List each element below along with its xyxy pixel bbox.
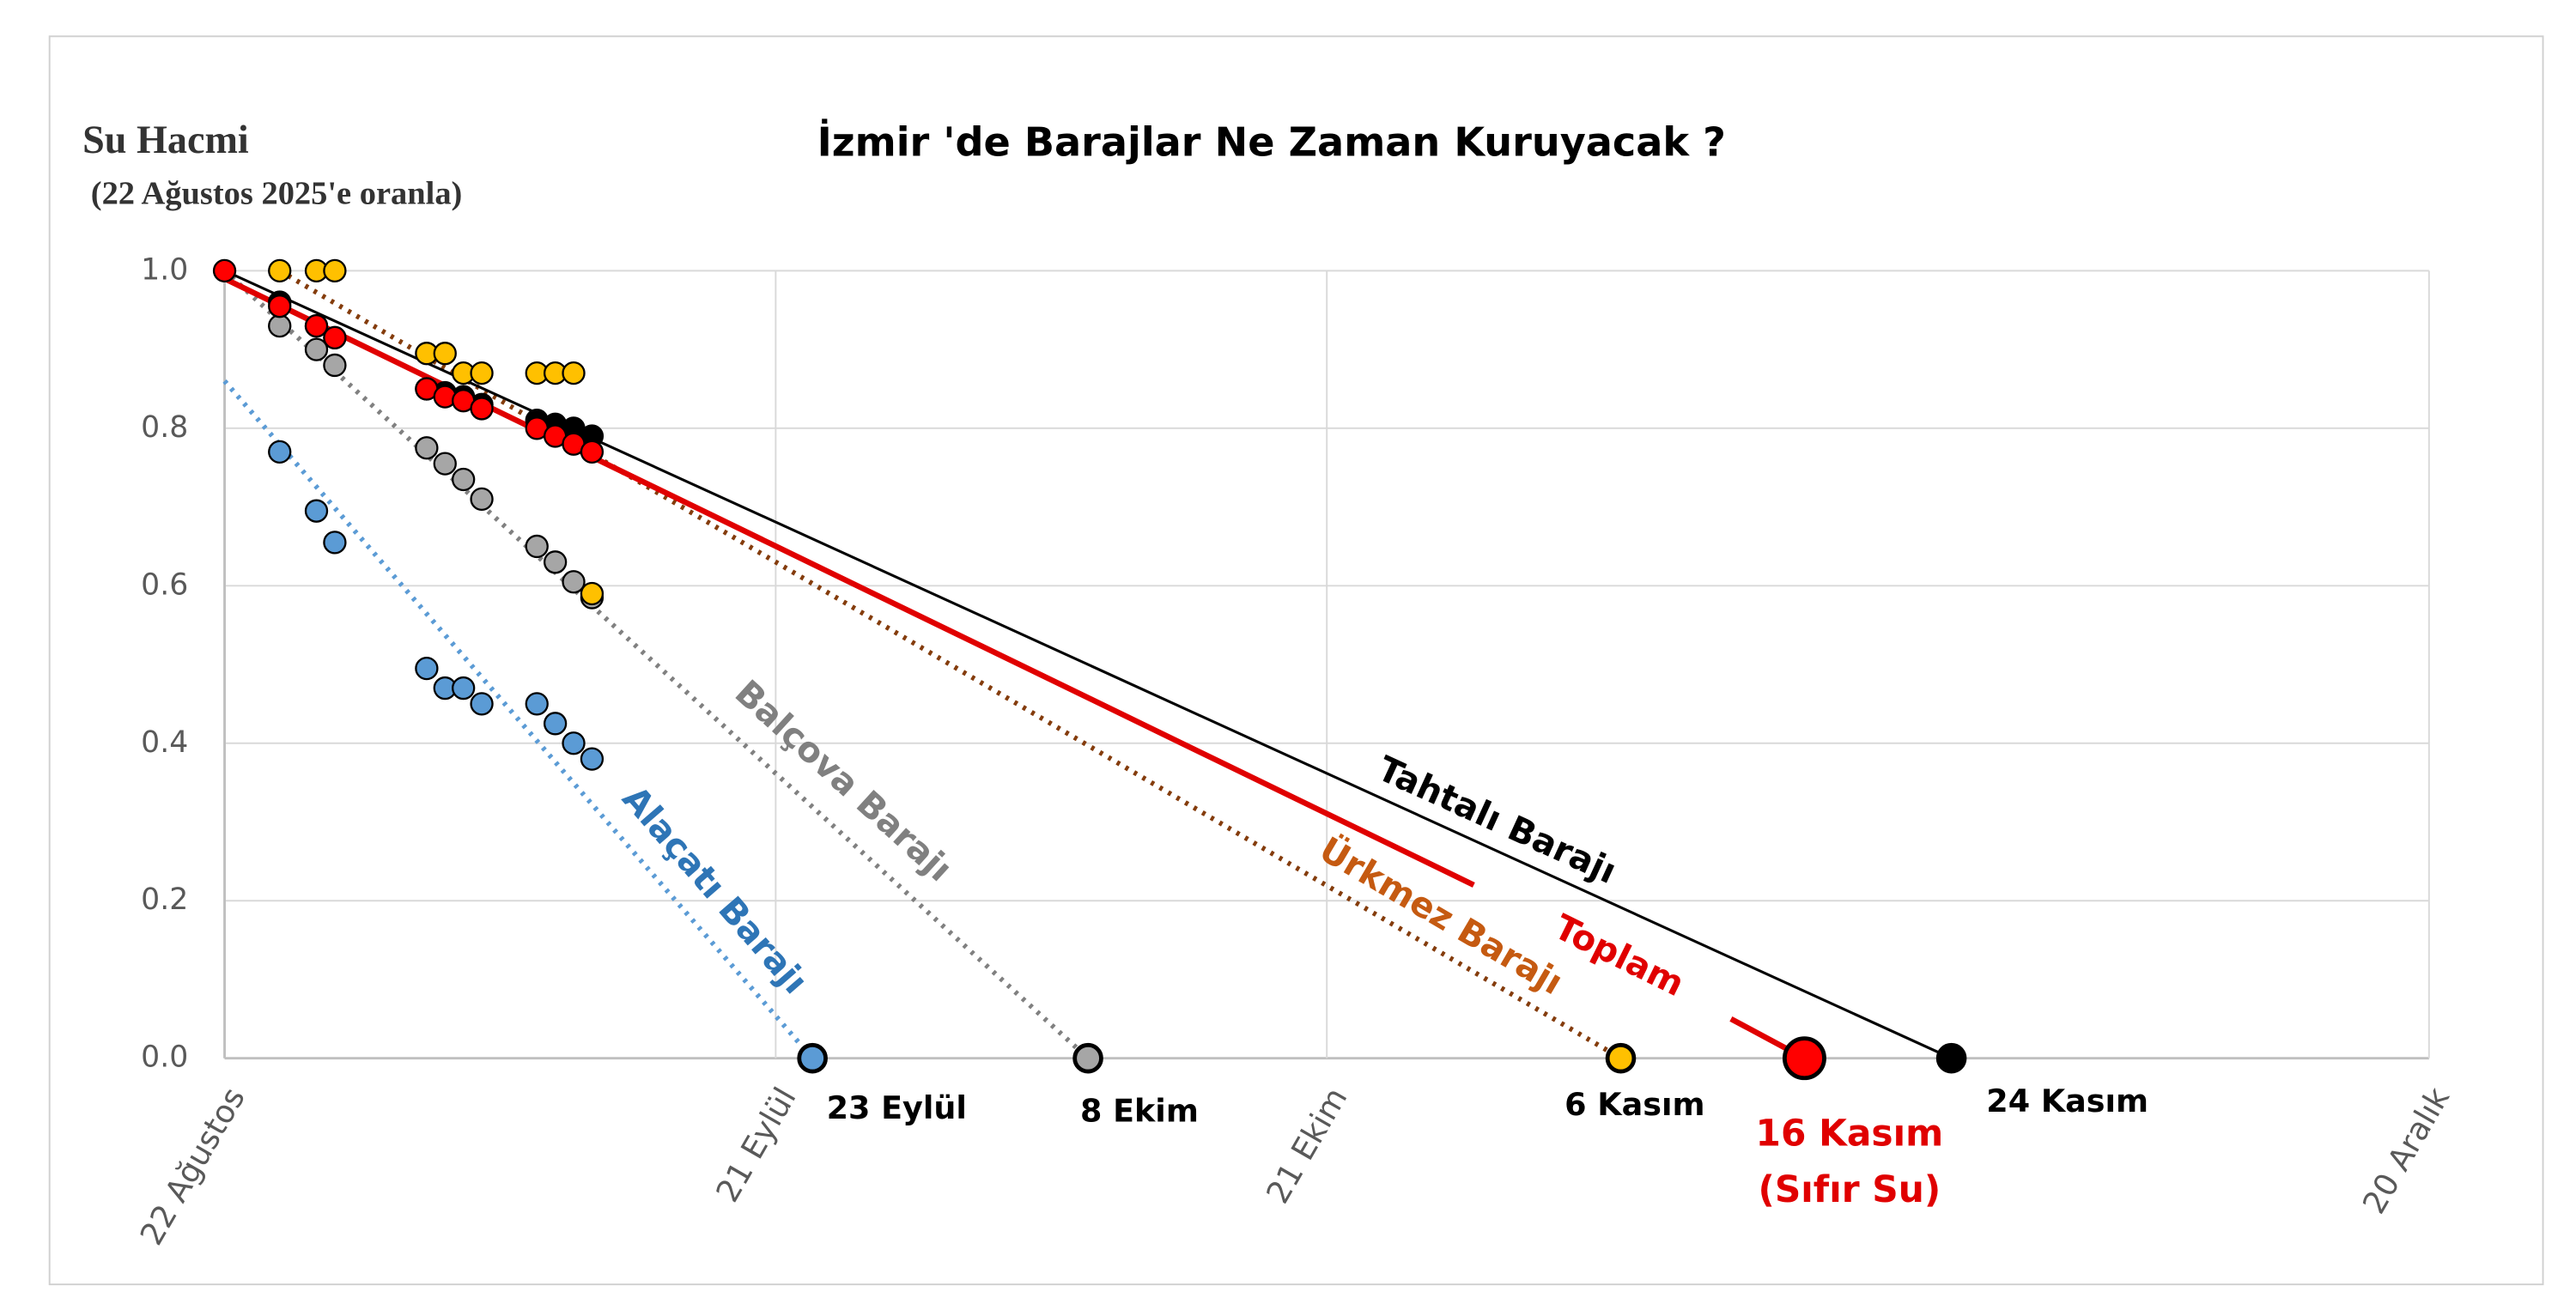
point bbox=[580, 440, 605, 464]
point bbox=[415, 656, 439, 681]
point bbox=[562, 570, 586, 594]
trend-line bbox=[222, 269, 1091, 1060]
point bbox=[543, 712, 568, 736]
end-point bbox=[1935, 1042, 1967, 1074]
y-tick-label: 0.0 bbox=[141, 1040, 188, 1075]
point bbox=[562, 731, 586, 755]
point bbox=[323, 325, 347, 350]
point bbox=[543, 550, 568, 574]
subtitle: (22 Ağustos 2025'e oranla) bbox=[91, 176, 463, 212]
grid bbox=[223, 270, 2430, 1060]
end-date-label: 16 Kasım bbox=[1756, 1113, 1944, 1155]
point bbox=[304, 313, 329, 338]
point bbox=[304, 337, 329, 361]
end-point bbox=[797, 1042, 828, 1074]
y-tick-label: 0.6 bbox=[141, 567, 188, 602]
end-point bbox=[1782, 1036, 1826, 1081]
trend-line bbox=[223, 269, 1953, 1060]
point bbox=[268, 258, 292, 283]
point bbox=[433, 452, 457, 476]
y-tick-label: 0.8 bbox=[141, 410, 188, 445]
point bbox=[323, 531, 347, 555]
point bbox=[525, 692, 549, 716]
chart-title: İzmir 'de Barajlar Ne Zaman Kuruyacak ? bbox=[817, 119, 1726, 166]
point bbox=[304, 499, 329, 523]
point bbox=[580, 747, 605, 771]
point bbox=[470, 487, 494, 512]
end-date-label: 24 Kasım bbox=[1986, 1083, 2148, 1119]
point bbox=[323, 353, 347, 378]
end-date-label: (Sıfır Su) bbox=[1759, 1168, 1941, 1210]
trend-line bbox=[222, 379, 815, 1060]
point bbox=[470, 692, 494, 716]
point bbox=[415, 436, 439, 460]
trend-line bbox=[278, 268, 1622, 1061]
point bbox=[580, 581, 605, 606]
point bbox=[323, 258, 347, 283]
point bbox=[562, 361, 586, 385]
point bbox=[268, 294, 292, 318]
y-tick-label: 0.4 bbox=[141, 725, 188, 760]
point bbox=[470, 397, 494, 421]
point bbox=[268, 440, 292, 464]
point bbox=[268, 313, 292, 338]
end-point bbox=[1072, 1042, 1103, 1074]
point bbox=[525, 534, 549, 559]
y-tick-label: 0.2 bbox=[141, 883, 188, 917]
point bbox=[433, 342, 457, 366]
end-date-label: 8 Ekim bbox=[1080, 1093, 1199, 1130]
end-date-label: 23 Eylül bbox=[827, 1089, 967, 1126]
y-tick-label: 1.0 bbox=[141, 252, 188, 287]
points bbox=[212, 258, 1967, 1081]
point bbox=[452, 467, 476, 492]
y-axis-title: Su Hacmi bbox=[82, 118, 249, 161]
point bbox=[452, 676, 476, 701]
point bbox=[212, 258, 237, 283]
end-point bbox=[1605, 1042, 1637, 1074]
end-date-label: 6 Kasım bbox=[1564, 1086, 1704, 1123]
point bbox=[470, 361, 494, 385]
